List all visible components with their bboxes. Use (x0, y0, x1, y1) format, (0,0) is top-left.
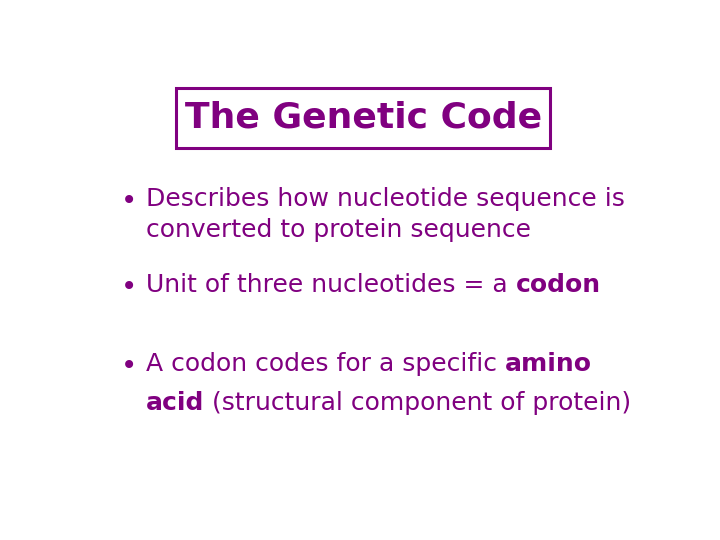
Text: Describes how nucleotide sequence is
converted to protein sequence: Describes how nucleotide sequence is con… (145, 187, 625, 242)
Text: amino: amino (505, 352, 592, 376)
Text: acid: acid (145, 391, 204, 415)
Text: •: • (121, 352, 137, 380)
Text: Unit of three nucleotides = a: Unit of three nucleotides = a (145, 273, 516, 296)
Text: codon: codon (516, 273, 600, 296)
Text: (structural component of protein): (structural component of protein) (204, 391, 631, 415)
Text: •: • (121, 187, 137, 215)
Text: A codon codes for a specific: A codon codes for a specific (145, 352, 505, 376)
Text: The Genetic Code: The Genetic Code (185, 101, 542, 135)
FancyBboxPatch shape (176, 87, 550, 148)
Text: •: • (121, 273, 137, 301)
